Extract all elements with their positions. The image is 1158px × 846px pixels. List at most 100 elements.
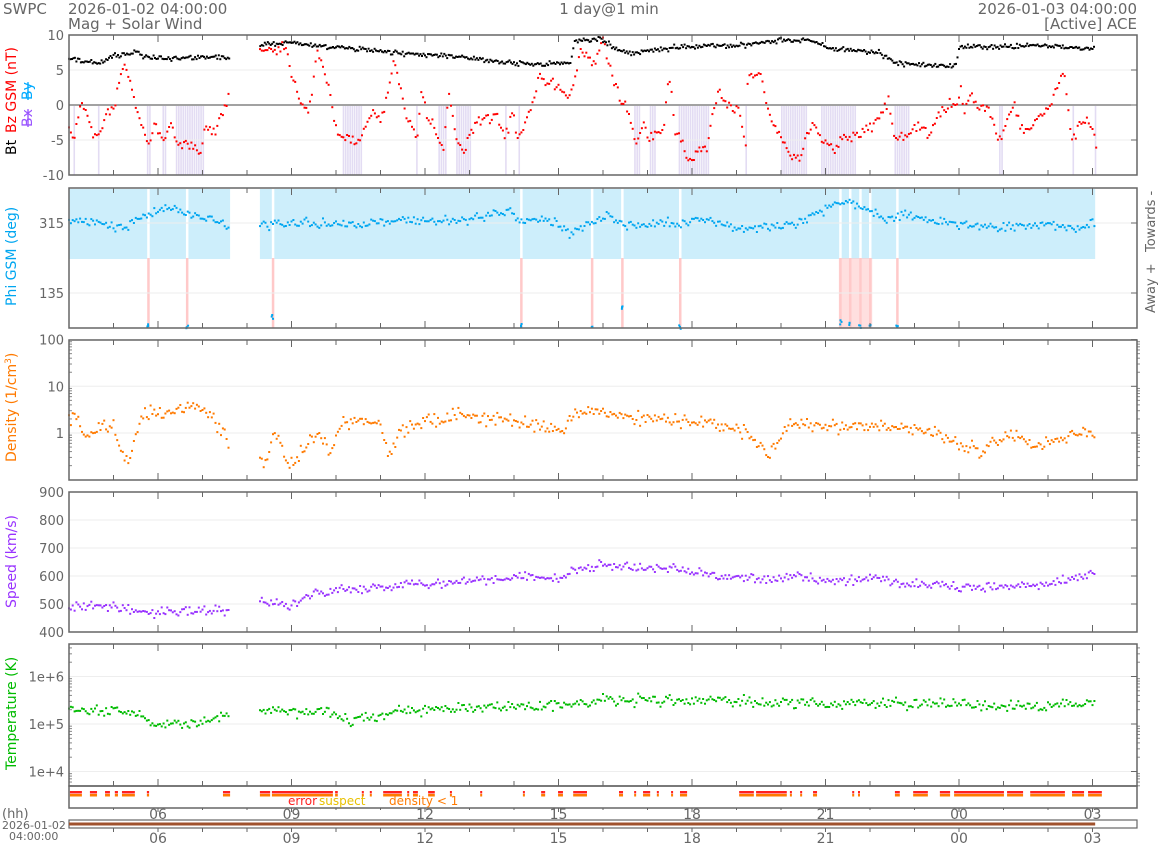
temperature-point — [477, 705, 480, 708]
speed-point — [661, 567, 664, 570]
phi-point — [208, 215, 211, 218]
bz-point — [503, 137, 506, 140]
speed-point — [737, 574, 740, 577]
density-point — [642, 414, 645, 417]
temperature-point — [889, 704, 892, 707]
bz-point — [984, 109, 986, 112]
bt-point — [622, 49, 625, 52]
bt-point — [772, 41, 775, 44]
phi-point — [568, 236, 571, 239]
speed-point — [127, 604, 130, 606]
phi-point — [173, 204, 176, 207]
bz-point — [1039, 113, 1042, 116]
bt-point — [805, 38, 808, 41]
phi-point — [114, 230, 117, 233]
temperature-point — [722, 697, 725, 700]
speed-point — [639, 562, 642, 565]
density-point — [776, 442, 779, 444]
temperature-point — [388, 712, 391, 715]
density-point — [724, 423, 727, 426]
bz-point — [537, 76, 540, 79]
phi-point — [611, 215, 614, 218]
density-point — [882, 424, 884, 427]
temperature-point — [1004, 705, 1007, 708]
bt-point — [303, 43, 306, 46]
bz-point — [1045, 107, 1048, 110]
phi-point — [713, 221, 716, 224]
phi-point — [1087, 226, 1090, 229]
speed-point — [227, 609, 230, 611]
bt-point — [907, 62, 910, 65]
density-point — [279, 441, 282, 444]
density-point — [717, 423, 719, 426]
bz-point — [1080, 122, 1083, 125]
bz-point — [583, 55, 586, 58]
temperature-point — [468, 703, 471, 706]
bz-point — [924, 127, 927, 129]
speed-point — [640, 567, 643, 570]
bz-point — [600, 42, 603, 45]
phi-point — [192, 215, 195, 218]
density-point — [529, 423, 532, 426]
density-point — [820, 427, 823, 430]
bt-point — [265, 43, 268, 46]
bt-point — [915, 63, 917, 66]
speed-point — [787, 578, 790, 581]
bz-point — [351, 135, 354, 138]
temperature-point — [837, 703, 840, 706]
bz-point — [309, 100, 311, 103]
bz-point — [138, 117, 141, 120]
speed-point — [131, 608, 133, 611]
temperature-point — [147, 719, 150, 722]
speed-point — [208, 609, 211, 612]
speed-point — [692, 573, 695, 576]
phi-point — [1074, 230, 1077, 233]
bt-point — [735, 44, 738, 47]
density-point — [97, 422, 100, 425]
speed-point — [859, 580, 862, 583]
bt-point — [855, 50, 858, 53]
temperature-point — [392, 710, 395, 713]
bz-point — [945, 111, 947, 113]
temperature-point — [375, 720, 378, 723]
bz-point — [869, 122, 871, 125]
bz-point — [192, 147, 195, 150]
bt-point — [940, 63, 943, 66]
speed-point — [754, 581, 756, 584]
density-point — [225, 438, 228, 440]
bt-point — [554, 63, 557, 65]
speed-point — [1091, 572, 1094, 574]
bz-point — [396, 71, 399, 74]
bz-point — [272, 50, 274, 53]
density-point — [1093, 436, 1096, 439]
speed-point — [195, 610, 198, 613]
bt-point — [981, 47, 984, 50]
phi-point — [485, 214, 488, 217]
speed-point — [622, 565, 625, 568]
speed-point — [1085, 577, 1088, 580]
density-point — [548, 430, 551, 433]
temperature-point — [1032, 706, 1035, 709]
density-point — [768, 456, 771, 459]
bt-point — [124, 53, 127, 56]
temperature-point — [359, 715, 362, 718]
bz-point — [965, 102, 968, 105]
speed-point — [194, 610, 197, 613]
bt-point — [100, 59, 103, 62]
temperature-point — [183, 722, 185, 725]
phi-point — [223, 225, 226, 228]
temperature-point — [972, 706, 975, 709]
bt-point — [857, 48, 860, 51]
phi-point — [844, 200, 847, 202]
temperature-point — [891, 699, 894, 702]
density-point — [383, 439, 386, 441]
phi-point — [945, 221, 947, 224]
bt-point — [471, 58, 474, 61]
phi-point — [609, 215, 612, 218]
bt-point — [441, 55, 444, 58]
bt-point — [404, 52, 407, 55]
bz-point — [778, 130, 781, 133]
bt-point — [649, 48, 652, 51]
density-point — [359, 417, 362, 420]
phi-point — [709, 216, 712, 219]
